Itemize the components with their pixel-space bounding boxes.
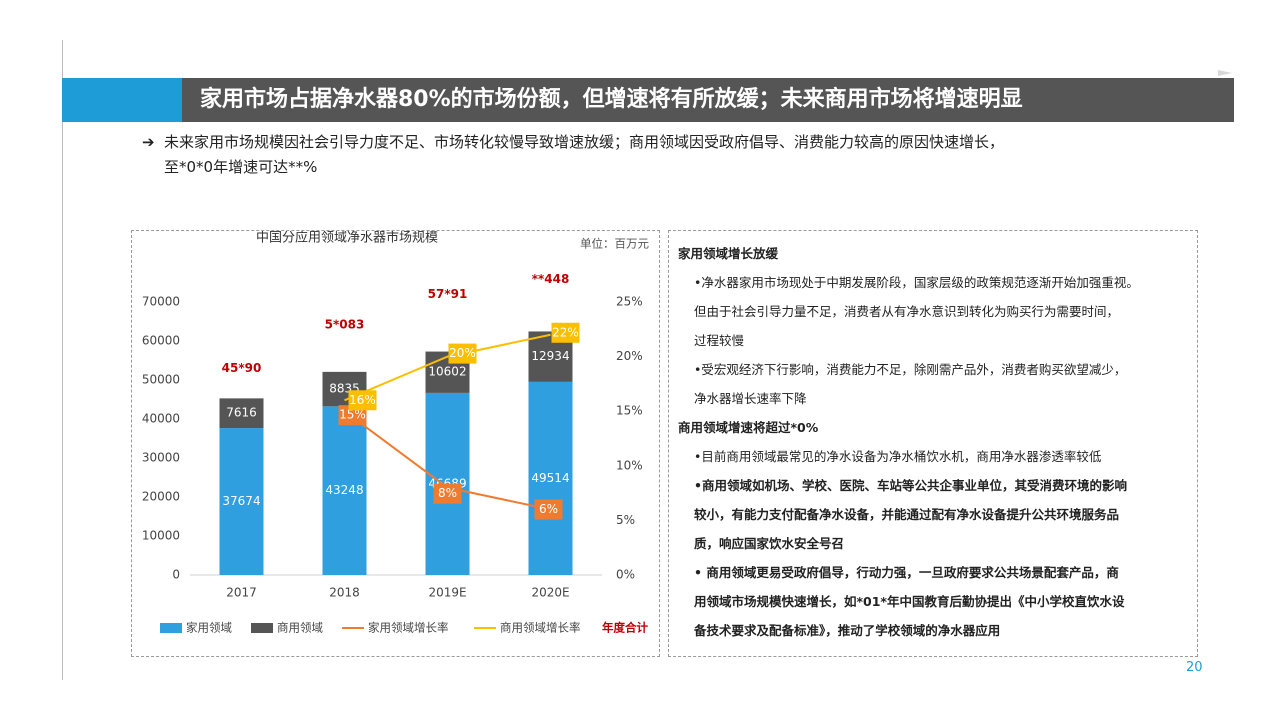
page-number: 20 <box>1186 660 1203 675</box>
bar-label-commercial: 12934 <box>531 349 569 363</box>
growth-label-box <box>348 390 377 411</box>
bar-label-commercial: 7616 <box>226 406 257 420</box>
analysis-point: •商用领域如机场、学校、医院、车站等公共企事业单位，其受消费环境的影响 <box>694 478 1127 493</box>
page-title: 家用市场占据净水器80%的市场份额，但增速将有所放缓；未来商用市场将增速明显 <box>200 87 1023 112</box>
y2-axis-tick-label: 0% <box>616 568 635 582</box>
legend-label: 商用领域增长率 <box>500 621 581 635</box>
annual-total-label: 5*083 <box>325 317 365 331</box>
title-accent-block <box>62 78 182 122</box>
legend-label: 家用领域增长率 <box>368 621 449 635</box>
left-margin-rule <box>62 40 63 680</box>
market-size-chart: 中国分应用领域净水器市场规模 单位：百万元 0 10000 20000 30000 4000… <box>138 230 649 635</box>
y-axis-tick-label: 20000 <box>142 490 180 504</box>
analysis-panel: 家用领域增长放缓 •净水器家用市场现处于中期发展阶段，国家层级的政策规范逐渐开始… <box>668 230 1198 657</box>
chart-title: 中国分应用领域净水器市场规模 <box>256 231 438 246</box>
y-axis-tick-label: 30000 <box>142 451 180 465</box>
bar-commercial <box>219 398 264 429</box>
summary-line-2: 至*0*0年增速可达**% <box>164 158 318 176</box>
x-axis-tick-label: 2019E <box>428 586 466 600</box>
chart-unit-label: 单位：百万元 <box>580 237 649 251</box>
bar-label-household: 49514 <box>531 471 569 485</box>
y2-axis-tick-label: 15% <box>616 404 643 418</box>
legend-label: 家用领域 <box>186 621 232 635</box>
annual-total-label: **448 <box>532 272 570 286</box>
y-axis-tick-label: 10000 <box>142 529 180 543</box>
x-axis-tick-label: 2017 <box>226 586 257 600</box>
growth-label: 15% <box>339 408 366 422</box>
analysis-point: •受宏观经济下行影响，消费能力不足，除刚需产品外，消费者购买欲望减少， <box>694 362 1127 377</box>
y-axis-tick-label: 50000 <box>142 373 180 387</box>
bar-household <box>528 381 573 575</box>
analysis-point: • 商用领域更易受政府倡导，行动力强，一旦政府要求公共场景配套产品，商 <box>694 565 1119 580</box>
bar-household <box>219 428 264 575</box>
analysis-point: 用领域市场规模快速增长，如*01*年中国教育后勤协提出《中小学校直饮水设 <box>694 594 1125 609</box>
growth-label-box <box>448 343 477 364</box>
analysis-point: 过程较慢 <box>694 333 745 348</box>
bar-label-household: 37674 <box>222 494 260 508</box>
line-commercial-growth <box>344 333 551 402</box>
bar-label-commercial: 10602 <box>428 365 466 379</box>
legend-swatch-household <box>160 623 182 633</box>
analysis-point: 备技术要求及配备标准》，推动了学校领域的净水器应用 <box>694 623 1001 638</box>
analysis-point: •目前商用领域最常见的净水设备为净水桶饮水机，商用净水器渗透率较低 <box>694 449 1102 464</box>
x-axis-tick-label: 2018 <box>329 586 360 600</box>
y2-axis-tick-label: 20% <box>616 349 643 363</box>
analysis-point: •净水器家用市场现处于中期发展阶段，国家层级的政策规范逐渐开始加强重视。 <box>694 275 1139 290</box>
annual-total-label: 57*91 <box>428 287 468 301</box>
y2-axis-tick-label: 25% <box>616 295 643 309</box>
legend-swatch-commercial <box>251 623 273 633</box>
y2-axis-tick-label: 5% <box>616 513 635 527</box>
analysis-heading-commercial: 商用领域增速将超过*0% <box>678 420 819 435</box>
growth-label: 16% <box>349 393 376 407</box>
analysis-point: 但由于社会引导力量不足，消费者从有净水意识到转化为购买行为需要时间， <box>694 304 1120 319</box>
title-bar <box>62 78 1234 122</box>
growth-label-box <box>534 499 563 520</box>
analysis-point: 质，响应国家饮水安全号召 <box>694 536 845 551</box>
growth-label: 20% <box>449 346 476 360</box>
legend-label: 商用领域 <box>277 621 323 635</box>
y-axis-tick-label: 0 <box>172 568 180 582</box>
analysis-point: 净水器增长速率下降 <box>694 391 807 406</box>
y-axis-tick-label: 40000 <box>142 412 180 426</box>
summary-line-1: 未来家用市场规模因社会引导力度不足、市场转化较慢导致增速放缓；商用领域因受政府倡… <box>164 133 1005 151</box>
analysis-point: 较小，有能力支付配备净水设备，并能通过配有净水设备提升公共环境服务品 <box>694 507 1120 522</box>
y-axis-tick-label: 70000 <box>142 295 180 309</box>
corner-decoration-icon <box>1218 70 1232 76</box>
bar-household <box>322 406 367 575</box>
y2-axis-tick-label: 10% <box>616 458 643 472</box>
y-axis-tick-label: 60000 <box>142 334 180 348</box>
growth-label: 6% <box>539 502 558 516</box>
x-axis-tick-label: 2020E <box>531 586 569 600</box>
growth-label: 22% <box>552 325 579 339</box>
chart-panel: 中国分应用领域净水器市场规模 单位：百万元 0 10000 20000 30000 4000… <box>131 230 660 657</box>
bar-label-household: 43248 <box>325 483 363 497</box>
legend-label-total: 年度合计 <box>602 621 648 635</box>
analysis-heading-household: 家用领域增长放缓 <box>678 246 779 261</box>
summary-bullet: ➔ 未来家用市场规模因社会引导力度不足、市场转化较慢导致增速放缓；商用领域因受政… <box>142 130 1162 180</box>
annual-total-label: 45*90 <box>222 361 262 375</box>
growth-label-box <box>551 322 580 343</box>
arrow-right-icon: ➔ <box>142 133 155 151</box>
growth-label-box <box>433 483 462 504</box>
growth-label: 8% <box>438 486 457 500</box>
